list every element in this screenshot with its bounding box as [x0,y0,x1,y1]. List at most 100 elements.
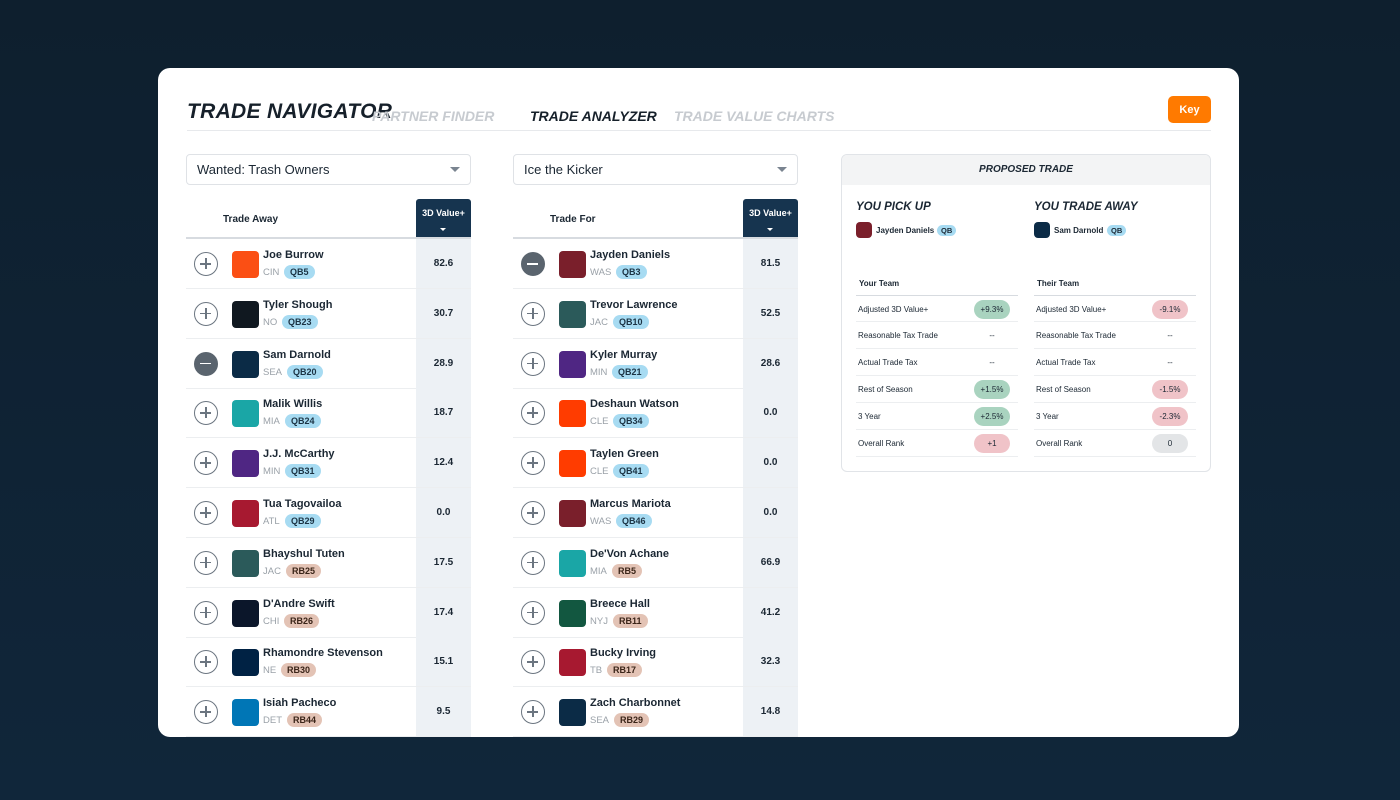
team-abbr: JAC [590,316,608,328]
player-row: Malik Willis MIA QB24 18.7 [186,388,471,439]
value-cell: 17.4 [416,587,471,637]
add-button[interactable] [194,550,218,575]
tab[interactable]: TRADE VALUE CHARTS [674,108,835,124]
metric-label: Adjusted 3D Value+ [1036,305,1107,314]
add-button[interactable] [194,401,218,426]
add-button[interactable] [521,451,545,476]
value-cell: 28.6 [743,338,798,388]
pos-badge: RB25 [286,563,322,578]
player-name: Trevor Lawrence [590,298,678,311]
value-cell: 14.8 [743,687,798,737]
team-abbr: SEA [590,715,610,727]
player-name: Jayden Daniels [876,226,935,235]
add-button[interactable] [521,700,545,725]
remove-button[interactable] [521,252,545,276]
metric-label: Reasonable Tax Trade [1036,331,1116,340]
metric-value: -- [989,358,995,367]
team-abbr: MIA [590,565,607,577]
team-logo [559,350,586,378]
pos-badge: QB3 [616,265,647,279]
player-row: Jayden Daniels WAS QB3 81.5 [513,239,798,289]
header-rule [513,237,798,239]
player-row: Kyler Murray MIN QB21 28.6 [513,338,798,389]
add-button[interactable] [521,650,545,675]
pos-badge: QB5 [284,265,315,279]
team-logo [232,649,259,677]
metric-label: Overall Rank [858,439,905,448]
metric-value: -- [989,331,995,340]
add-button[interactable] [194,700,218,725]
value-cell: 12.4 [416,438,471,488]
value-cell: 30.7 [416,288,471,338]
metric-row: Adjusted 3D Value+ -9.1% [1034,295,1196,322]
team-logo [232,300,259,328]
metric-label: 3 Year [858,412,881,421]
metric-row: Reasonable Tax Trade -- [1034,322,1196,349]
pos-badge: QB46 [616,514,652,528]
team-logo [559,500,586,527]
add-button[interactable] [194,650,218,675]
player-name: Sam Darnold [1054,226,1104,235]
add-button[interactable] [521,401,545,426]
player-row: Rhamondre Stevenson NE RB30 15.1 [186,637,471,688]
team-abbr: SEA [263,366,283,378]
value-cell: 66.9 [743,537,798,587]
add-button[interactable] [521,301,545,326]
value-cell: 0.0 [416,488,471,537]
add-button[interactable] [521,501,545,525]
add-button[interactable] [194,301,218,326]
metric-row: Overall Rank 0 [1034,430,1196,457]
value-header[interactable]: 3D Value+ [416,199,471,237]
team-logo [559,549,586,577]
team-abbr: CLE [590,416,609,428]
player-name: Tua Tagovailoa [263,498,342,510]
team-logo [559,599,586,627]
remove-button[interactable] [194,351,218,376]
value-cell: 15.1 [416,637,471,687]
metric-row: Overall Rank +1 [856,430,1018,457]
player-name: Sam Darnold [263,348,331,361]
value-cell: 18.7 [416,388,471,438]
trade-away-label: YOU TRADE AWAY [1034,201,1138,213]
pos-badge: QB41 [613,464,649,479]
metric-value: 0 [1152,434,1188,453]
add-button[interactable] [521,600,545,625]
team-logo [559,450,586,478]
add-button[interactable] [194,252,218,276]
add-button[interactable] [194,501,218,525]
metric-value: +1.5% [974,380,1010,399]
add-button[interactable] [194,600,218,625]
player-name: D'Andre Swift [263,597,335,610]
tab[interactable]: TRADE ANALYZER [530,108,657,124]
team-select[interactable]: Ice the Kicker [513,154,798,185]
team-select[interactable]: Wanted: Trash Owners [186,154,471,185]
add-button[interactable] [521,351,545,376]
metric-label: Overall Rank [1036,439,1083,448]
team-logo [1034,222,1050,238]
metric-row: Reasonable Tax Trade -- [856,322,1018,349]
team-logo [232,699,259,727]
player-name: Jayden Daniels [590,249,671,261]
add-button[interactable] [521,550,545,575]
metric-label: Actual Trade Tax [858,358,918,367]
pos-badge: QB10 [613,314,649,329]
value-header[interactable]: 3D Value+ [743,199,798,237]
player-name: Marcus Mariota [590,498,671,510]
metric-label: Reasonable Tax Trade [858,331,938,340]
team-abbr: NE [263,665,277,677]
key-button[interactable]: Key [1168,96,1211,123]
value-cell: 41.2 [743,587,798,637]
add-button[interactable] [194,451,218,476]
player-name: Deshaun Watson [590,398,679,411]
player-name: De'Von Achane [590,547,670,560]
metric-value: -- [1167,358,1173,367]
player-row: Deshaun Watson CLE QB34 0.0 [513,388,798,439]
player-row: D'Andre Swift CHI RB26 17.4 [186,587,471,638]
team-logo [559,300,586,328]
tab[interactable]: PARTNER FINDER [372,108,495,124]
team-logo [232,450,259,478]
team-abbr: JAC [263,565,281,577]
value-cell: 52.5 [743,288,798,338]
